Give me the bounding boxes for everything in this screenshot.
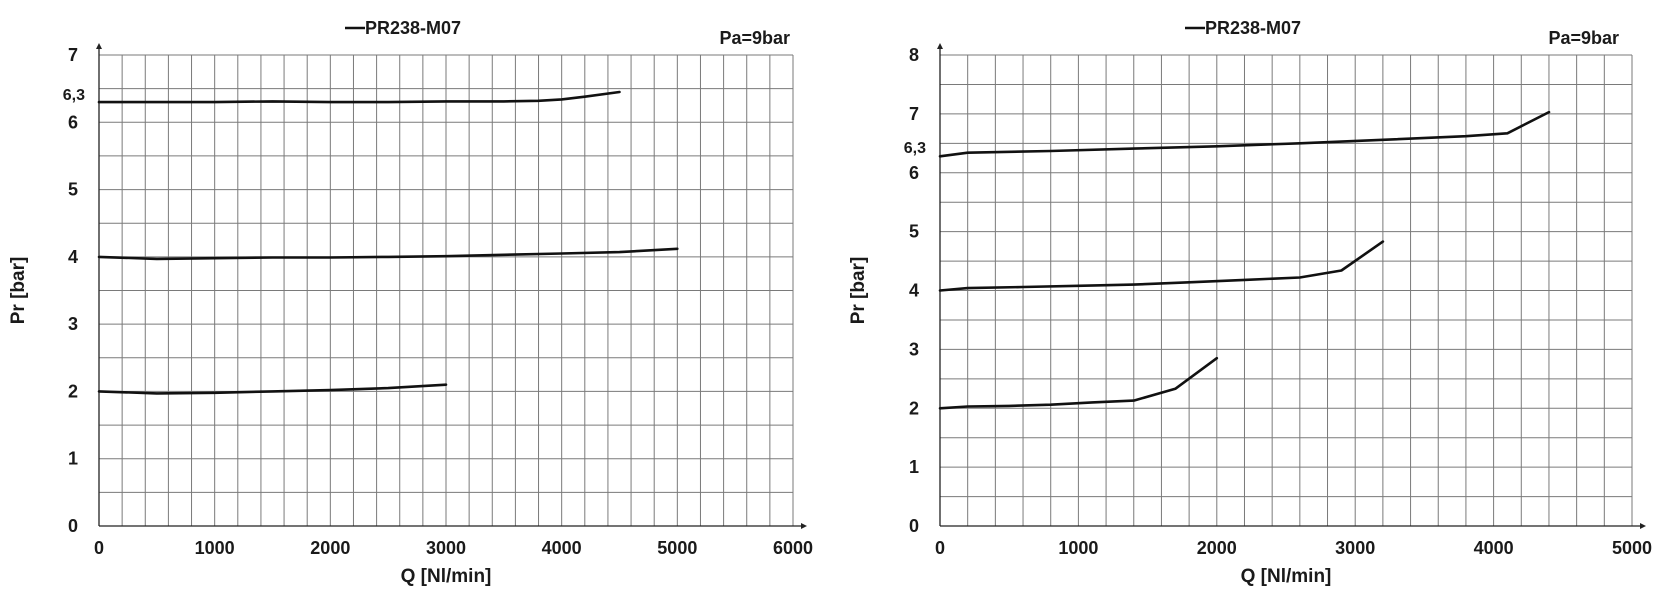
y-tick-label: 6: [68, 112, 78, 132]
x-axis-arrow: [801, 523, 807, 529]
x-tick-label: 3000: [1335, 538, 1375, 558]
y-tick-label: 5: [68, 180, 78, 200]
x-tick-label: 3000: [426, 538, 466, 558]
y-tick-label: 4: [68, 247, 78, 267]
x-axis-label: Q [Nl/min]: [401, 566, 492, 587]
series-line: [938, 110, 1551, 158]
x-tick-label: 1000: [1058, 538, 1098, 558]
y-tick-label: 0: [68, 516, 78, 536]
chart-right: 0 1000 2000 3000 4000 5000 0 1 2 3 4 5 6 7 8 6,3 Q [Nl/m…: [848, 18, 1652, 587]
x-tick-label: 5000: [1612, 538, 1652, 558]
y-axis-arrow: [937, 43, 943, 49]
y-axis-label: Pr [bar]: [8, 257, 29, 325]
y-axis-label: Pr [bar]: [848, 257, 869, 325]
series-line: [938, 240, 1385, 292]
x-tick-label: 2000: [1197, 538, 1237, 558]
series-line: [97, 247, 679, 261]
y-tick-label: 3: [68, 314, 78, 334]
x-axis-label: Q [Nl/min]: [1241, 566, 1332, 587]
x-tick-label: 0: [935, 538, 945, 558]
legend-label: PR238-M07: [1205, 18, 1301, 38]
annotation-pa: Pa=9bar: [1548, 28, 1619, 48]
grid: [940, 54, 1633, 526]
legend-label: PR238-M07: [365, 18, 461, 38]
y-tick-label: 6: [909, 163, 919, 183]
y-tick-label: 2: [909, 398, 919, 418]
x-axis-arrow: [1640, 523, 1646, 529]
grid: [99, 54, 794, 526]
y-axis-arrow: [96, 43, 102, 49]
x-tick-label: 2000: [310, 538, 350, 558]
y-tick-label: 0: [909, 516, 919, 536]
series-line: [97, 90, 621, 104]
y-tick-label: 3: [909, 339, 919, 359]
chart-left: 0 1000 2000 3000 4000 5000 6000 0 1 2 3 4 5 6 7 6,3 Q [N…: [8, 18, 813, 587]
y-tick-label: 4: [909, 281, 919, 301]
x-tick-label: 1000: [195, 538, 235, 558]
y-tick-label: 8: [909, 45, 919, 65]
series-line: [97, 383, 448, 395]
y-tick-label: 7: [68, 45, 78, 65]
y-tick-label-extra: 6,3: [63, 87, 85, 104]
y-tick-label: 1: [909, 457, 919, 477]
x-tick-label: 5000: [657, 538, 697, 558]
y-tick-label-extra: 6,3: [904, 140, 926, 157]
y-tick-label: 7: [909, 104, 919, 124]
y-tick-label: 1: [68, 449, 78, 469]
x-tick-label: 6000: [773, 538, 813, 558]
annotation-pa: Pa=9bar: [719, 28, 790, 48]
y-tick-label: 5: [909, 222, 919, 242]
y-tick-label: 2: [68, 381, 78, 401]
series-line: [938, 356, 1219, 410]
x-tick-label: 0: [94, 538, 104, 558]
x-tick-label: 4000: [542, 538, 582, 558]
x-tick-label: 4000: [1474, 538, 1514, 558]
